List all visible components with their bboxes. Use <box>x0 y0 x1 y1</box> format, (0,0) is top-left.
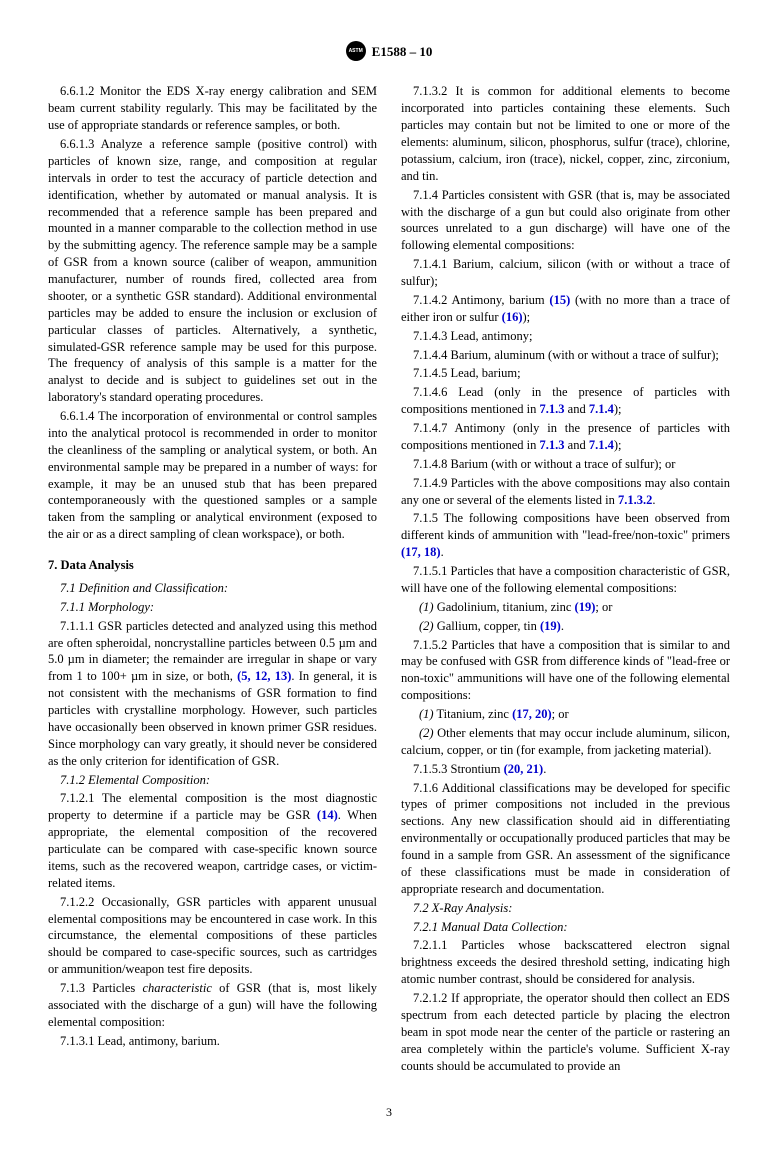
heading-7-1-1-text: 7.1.1 Morphology: <box>60 600 154 614</box>
and-1: and <box>565 402 589 416</box>
astm-logo-icon: ASTM <box>346 41 366 61</box>
heading-7-1-2: 7.1.2 Elemental Composition: <box>48 772 377 789</box>
para-7-1-1-1-b: . In general, it is not consistent with … <box>48 669 377 767</box>
sublist-7-1-5-1-1: (1) Gadolinium, titanium, zinc (19); or <box>401 599 730 616</box>
para-7-1-4-4: 7.1.4.4 Barium, aluminum (with or withou… <box>401 347 730 364</box>
para-7-1-4-8: 7.1.4.8 Barium (with or without a trace … <box>401 456 730 473</box>
para-6-6-1-3: 6.6.1.3 Analyze a reference sample (posi… <box>48 136 377 406</box>
para-7-2-1-2: 7.2.1.2 If appropriate, the operator sho… <box>401 990 730 1074</box>
para-6-6-1-2: 6.6.1.2 Monitor the EDS X-ray energy cal… <box>48 83 377 134</box>
para-7-1-5: 7.1.5 The following compositions have be… <box>401 510 730 561</box>
header-inner: ASTM E1588 – 10 <box>346 41 433 61</box>
para-7-1-4-2: 7.1.4.2 Antimony, barium (15) (with no m… <box>401 292 730 326</box>
body-columns: 6.6.1.2 Monitor the EDS X-ray energy cal… <box>48 83 730 1074</box>
sublist-7-1-5-1-2: (2) Gallium, copper, tin (19). <box>401 618 730 635</box>
or-2: ; or <box>552 707 569 721</box>
para-7-2-1-1: 7.2.1.1 Particles whose backscattered el… <box>401 937 730 988</box>
sub-1b-txt: Titanium, zinc <box>434 707 512 721</box>
dot-2: . <box>441 545 444 559</box>
page-number: 3 <box>48 1104 730 1120</box>
sub-1-txt: Gadolinium, titanium, zinc <box>434 600 575 614</box>
para-7-1-5-a: 7.1.5 The following compositions have be… <box>401 511 730 542</box>
para-7-1-2-2: 7.1.2.2 Occasionally, GSR particles with… <box>48 894 377 978</box>
heading-7-1-2-text: 7.1.2 Elemental Composition: <box>60 773 210 787</box>
ref-7-1-3-2[interactable]: 7.1.3.2 <box>618 493 652 507</box>
para-7-1-4-9: 7.1.4.9 Particles with the above composi… <box>401 475 730 509</box>
dot-1: . <box>652 493 655 507</box>
para-7-1-3-2: 7.1.3.2 It is common for additional elem… <box>401 83 730 184</box>
sub-2b-num: (2) <box>419 726 434 740</box>
and-2: and <box>565 438 589 452</box>
heading-7-2-1-text: 7.2.1 Manual Data Collection: <box>413 920 568 934</box>
para-7-1-4-2-c: ); <box>523 310 531 324</box>
ref-5-12-13[interactable]: (5, 12, 13) <box>237 669 291 683</box>
para-7-1-4: 7.1.4 Particles consistent with GSR (tha… <box>401 187 730 255</box>
sub-1b-num: (1) <box>419 707 434 721</box>
para-7-1-4-3: 7.1.4.3 Lead, antimony; <box>401 328 730 345</box>
ref-7-1-4-a[interactable]: 7.1.4 <box>589 402 614 416</box>
para-7-1-4-5: 7.1.4.5 Lead, barium; <box>401 365 730 382</box>
ref-19-a[interactable]: (19) <box>575 600 596 614</box>
para-7-1-4-6: 7.1.4.6 Lead (only in the presence of pa… <box>401 384 730 418</box>
para-7-1-4-2-a: 7.1.4.2 Antimony, barium <box>413 293 549 307</box>
para-7-1-5-2: 7.1.5.2 Particles that have a compositio… <box>401 637 730 705</box>
para-7-1-4-1: 7.1.4.1 Barium, calcium, silicon (with o… <box>401 256 730 290</box>
ref-19-b[interactable]: (19) <box>540 619 561 633</box>
ref-15[interactable]: (15) <box>549 293 570 307</box>
para-7-1-3: 7.1.3 Particles characteristic of GSR (t… <box>48 980 377 1031</box>
sublist-7-1-5-2-1: (1) Titanium, zinc (17, 20); or <box>401 706 730 723</box>
ref-14[interactable]: (14) <box>317 808 338 822</box>
dot-3: . <box>561 619 564 633</box>
ref-20-21[interactable]: (20, 21) <box>504 762 544 776</box>
page-header: ASTM E1588 – 10 <box>48 40 730 61</box>
heading-7-2-1: 7.2.1 Manual Data Collection: <box>401 919 730 936</box>
heading-7-2-text: 7.2 X-Ray Analysis: <box>413 901 512 915</box>
heading-7-1-text: 7.1 Definition and Classification: <box>60 581 228 595</box>
para-7-1-4-9-a: 7.1.4.9 Particles with the above composi… <box>401 476 730 507</box>
sub-2-num: (2) <box>419 619 434 633</box>
para-7-1-5-1: 7.1.5.1 Particles that have a compositio… <box>401 563 730 597</box>
ref-17-18[interactable]: (17, 18) <box>401 545 441 559</box>
sub-1-num: (1) <box>419 600 434 614</box>
para-7-1-4-6-b: ); <box>614 402 622 416</box>
ref-16[interactable]: (16) <box>502 310 523 324</box>
para-7-1-5-3: 7.1.5.3 Strontium (20, 21). <box>401 761 730 778</box>
dot-4: . <box>543 762 546 776</box>
para-7-1-5-3-a: 7.1.5.3 Strontium <box>413 762 504 776</box>
sublist-7-1-5-2-2: (2) Other elements that may occur includ… <box>401 725 730 759</box>
ref-7-1-4-b[interactable]: 7.1.4 <box>589 438 614 452</box>
para-7-1-2-1: 7.1.2.1 The elemental composition is the… <box>48 790 377 891</box>
sub-2-txt: Gallium, copper, tin <box>434 619 540 633</box>
heading-7-1-1: 7.1.1 Morphology: <box>48 599 377 616</box>
para-7-1-6: 7.1.6 Additional classifications may be … <box>401 780 730 898</box>
sub-2b-txt: Other elements that may occur include al… <box>401 726 730 757</box>
ref-17-20[interactable]: (17, 20) <box>512 707 552 721</box>
para-7-1-3-1: 7.1.3.1 Lead, antimony, barium. <box>48 1033 377 1050</box>
standard-number: E1588 – 10 <box>372 43 433 61</box>
or-1: ; or <box>595 600 612 614</box>
heading-7-2: 7.2 X-Ray Analysis: <box>401 900 730 917</box>
para-7-1-1-1: 7.1.1.1 GSR particles detected and analy… <box>48 618 377 770</box>
heading-7-1: 7.1 Definition and Classification: <box>48 580 377 597</box>
ref-7-1-3-a[interactable]: 7.1.3 <box>540 402 565 416</box>
para-6-6-1-4: 6.6.1.4 The incorporation of environment… <box>48 408 377 543</box>
para-7-1-4-7-b: ); <box>614 438 622 452</box>
para-7-1-4-7: 7.1.4.7 Antimony (only in the presence o… <box>401 420 730 454</box>
ref-7-1-3-b[interactable]: 7.1.3 <box>540 438 565 452</box>
section-7-title: 7. Data Analysis <box>48 557 377 574</box>
